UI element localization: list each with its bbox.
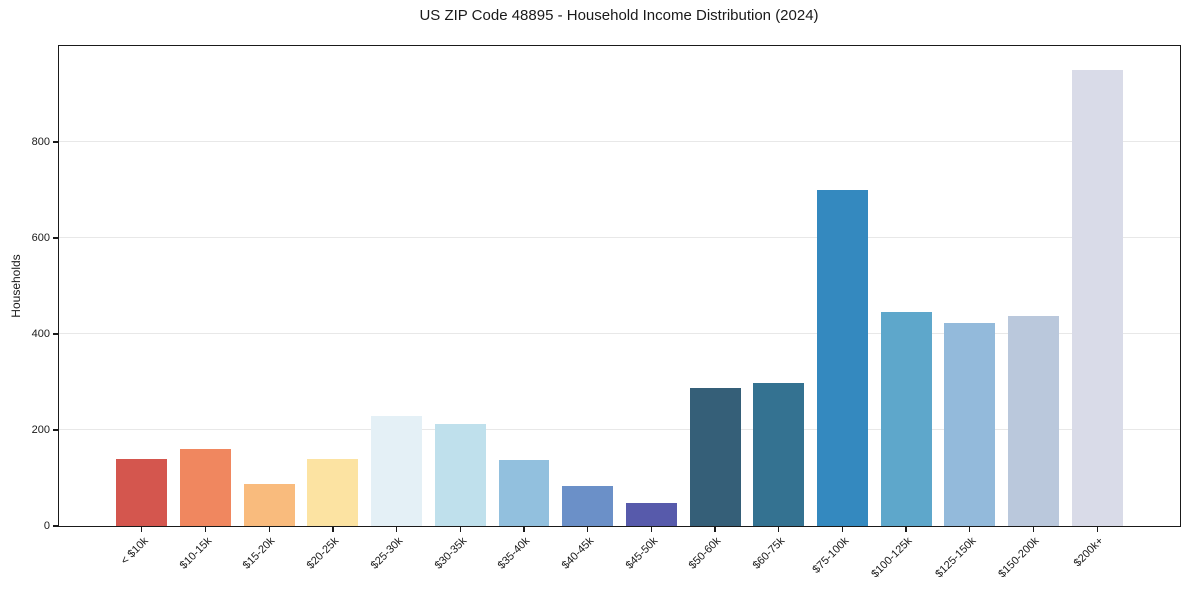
y-tick-label: 200: [31, 424, 50, 436]
bar-slot: $60-75k: [747, 46, 811, 572]
x-tick-label: $35-40k: [495, 535, 533, 572]
bar-slot: $25-30k: [365, 46, 429, 572]
x-tick-label: $10-15k: [177, 535, 215, 572]
y-tick-mark: [53, 141, 58, 143]
bar-40-45k: [562, 486, 614, 526]
bar-slot: $125-150k: [933, 46, 1002, 580]
bar-150-200k: [1008, 316, 1059, 526]
x-tick-mark: [204, 527, 207, 532]
x-tick-label: $200k+: [1071, 535, 1106, 570]
gridline-y-800: [59, 141, 1180, 142]
gridline-y-400: [59, 333, 1180, 334]
bar-125-150k: [944, 322, 996, 526]
plot-area: < $10k $10-15k $15-20k $20-25k $25-30k $30-35…: [32, 45, 1181, 580]
x-tick-mark: [1096, 527, 1098, 532]
x-tick-label: $25-30k: [368, 535, 406, 572]
x-tick-label: $125-150k: [933, 535, 979, 581]
x-tick-label: $150-200k: [996, 535, 1042, 581]
bar-slot: $10-15k: [174, 46, 238, 572]
x-tick-mark: [778, 527, 780, 532]
x-tick-label: $45-50k: [623, 535, 660, 572]
x-tick-label: $75-100k: [809, 535, 851, 576]
x-tick-mark: [268, 527, 270, 532]
y-tick-label: 600: [31, 232, 50, 244]
bar-slot: $200k+: [1065, 46, 1129, 569]
x-tick-mark: [841, 527, 844, 532]
x-tick-mark: [587, 527, 589, 532]
bar-slot: $75-100k: [810, 46, 875, 576]
bar-25-30k: [371, 415, 423, 526]
x-tick-mark: [141, 527, 143, 532]
x-tick-mark: [714, 527, 716, 532]
gridline-y-200: [59, 429, 1180, 430]
x-tick-mark: [395, 527, 398, 532]
x-tick-mark: [332, 527, 334, 532]
bar-20-25k: [307, 458, 359, 526]
x-tick-label: $20-25k: [304, 535, 342, 572]
x-tick-mark: [1032, 527, 1035, 532]
x-tick-mark: [523, 527, 525, 532]
x-tick-mark: [459, 527, 461, 532]
y-tick-mark: [53, 333, 58, 335]
x-tick-label: $30-35k: [432, 535, 469, 572]
bar-75-100k: [816, 190, 868, 526]
chart-title: US ZIP Code 48895 - Household Income Dis…: [419, 7, 819, 24]
bar-50-60k: [689, 388, 741, 526]
x-tick-mark: [650, 527, 652, 532]
x-tick-label: $50-60k: [686, 535, 724, 572]
bar-slot: $100-125k: [869, 46, 938, 580]
bar-200k+: [1071, 70, 1123, 526]
y-tick-mark: [53, 237, 58, 239]
bar-10k: [116, 458, 168, 526]
bar-30-35k: [434, 424, 486, 526]
bar-slot: $35-40k: [492, 46, 556, 572]
bar-slot: < $10k: [110, 46, 174, 567]
y-tick-label: 800: [31, 136, 50, 148]
x-tick-label: $40-45k: [559, 535, 597, 572]
x-tick-label: $100-125k: [869, 535, 915, 581]
bar-slot: $20-25k: [301, 46, 365, 572]
y-tick-label: 0: [43, 520, 50, 532]
y-tick-mark: [53, 525, 58, 527]
bar-slot: $150-200k: [997, 46, 1066, 580]
bar-slot: $50-60k: [683, 46, 747, 572]
y-tick-mark: [53, 429, 58, 431]
x-tick-mark: [969, 527, 971, 532]
bars-container: < $10k $10-15k $15-20k $20-25k $25-30k $30-35…: [59, 46, 1180, 580]
bar-100-125k: [880, 312, 932, 526]
bar-35-40k: [498, 459, 550, 526]
bar-60-75k: [753, 383, 805, 526]
y-tick-label: 400: [31, 328, 50, 340]
y-axis-label: Households: [9, 254, 23, 318]
x-tick-label: < $10k: [118, 535, 151, 568]
bar-10-15k: [180, 449, 231, 526]
bar-15-20k: [243, 484, 295, 526]
bar-slot: $40-45k: [556, 46, 620, 572]
x-tick-label: $15-20k: [241, 535, 278, 572]
x-tick-mark: [905, 527, 907, 532]
gridline-y-600: [59, 237, 1180, 238]
x-tick-label: $60-75k: [750, 535, 788, 572]
bar-slot: $15-20k: [237, 46, 301, 572]
bar-slot: $30-35k: [428, 46, 492, 572]
bar-45-50k: [625, 502, 677, 526]
bar-slot: $45-50k: [620, 46, 684, 572]
